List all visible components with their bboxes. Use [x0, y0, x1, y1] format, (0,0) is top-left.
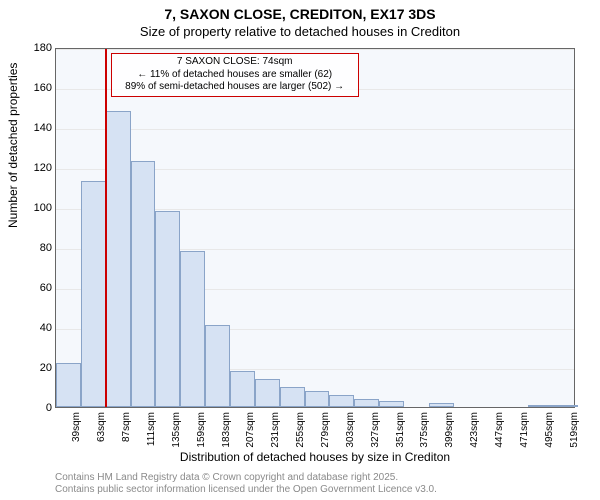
annotation-line2: ← 11% of detached houses are smaller (62… [116, 69, 354, 82]
y-tick-label: 120 [12, 162, 52, 174]
histogram-bar [106, 111, 131, 407]
y-tick-label: 60 [12, 282, 52, 294]
y-tick-label: 0 [12, 402, 52, 414]
plot-area: 7 SAXON CLOSE: 74sqm ← 11% of detached h… [55, 48, 575, 408]
histogram-bar [305, 391, 330, 407]
x-tick-label: 399sqm [444, 412, 455, 472]
histogram-bar [81, 181, 106, 407]
x-tick-label: 495sqm [544, 412, 555, 472]
y-tick-label: 180 [12, 42, 52, 54]
property-marker-line [105, 49, 107, 407]
histogram-bar [56, 363, 81, 407]
x-tick-label: 327sqm [370, 412, 381, 472]
histogram-bar [230, 371, 255, 407]
y-tick-label: 80 [12, 242, 52, 254]
x-tick-label: 447sqm [494, 412, 505, 472]
x-tick-label: 279sqm [320, 412, 331, 472]
histogram-bar [255, 379, 280, 407]
x-tick-label: 63sqm [96, 412, 107, 472]
x-tick-label: 111sqm [146, 412, 157, 472]
y-tick-label: 140 [12, 122, 52, 134]
footer-line1: Contains HM Land Registry data © Crown c… [55, 472, 575, 484]
y-tick-label: 100 [12, 202, 52, 214]
histogram-bar [280, 387, 305, 407]
x-tick-label: 207sqm [245, 412, 256, 472]
x-tick-label: 87sqm [121, 412, 132, 472]
histogram-bar [354, 399, 379, 407]
histogram-bar [180, 251, 205, 407]
chart-title-line2: Size of property relative to detached ho… [0, 24, 600, 39]
x-tick-label: 255sqm [295, 412, 306, 472]
chart-container: 7, SAXON CLOSE, CREDITON, EX17 3DS Size … [0, 0, 600, 500]
histogram-bar [553, 405, 578, 407]
y-tick-label: 160 [12, 82, 52, 94]
x-tick-label: 471sqm [519, 412, 530, 472]
chart-title-line1: 7, SAXON CLOSE, CREDITON, EX17 3DS [0, 6, 600, 22]
x-tick-label: 351sqm [395, 412, 406, 472]
histogram-bar [131, 161, 156, 407]
x-tick-label: 303sqm [345, 412, 356, 472]
histogram-bar [429, 403, 454, 407]
histogram-bar [329, 395, 354, 407]
annotation-box: 7 SAXON CLOSE: 74sqm ← 11% of detached h… [111, 53, 359, 97]
annotation-line3: 89% of semi-detached houses are larger (… [116, 81, 354, 94]
annotation-line1: 7 SAXON CLOSE: 74sqm [116, 56, 354, 69]
x-tick-label: 135sqm [171, 412, 182, 472]
y-tick-label: 20 [12, 362, 52, 374]
histogram-bar [379, 401, 404, 407]
x-tick-label: 183sqm [221, 412, 232, 472]
x-tick-label: 159sqm [196, 412, 207, 472]
histogram-bar [155, 211, 180, 407]
x-tick-label: 519sqm [569, 412, 580, 472]
gridline [56, 129, 574, 130]
footer-line2: Contains public sector information licen… [55, 484, 575, 496]
x-tick-label: 39sqm [71, 412, 82, 472]
histogram-bar [205, 325, 230, 407]
histogram-bar [528, 405, 553, 407]
x-tick-label: 423sqm [469, 412, 480, 472]
y-tick-label: 40 [12, 322, 52, 334]
x-tick-label: 375sqm [419, 412, 430, 472]
x-tick-label: 231sqm [270, 412, 281, 472]
gridline [56, 49, 574, 50]
